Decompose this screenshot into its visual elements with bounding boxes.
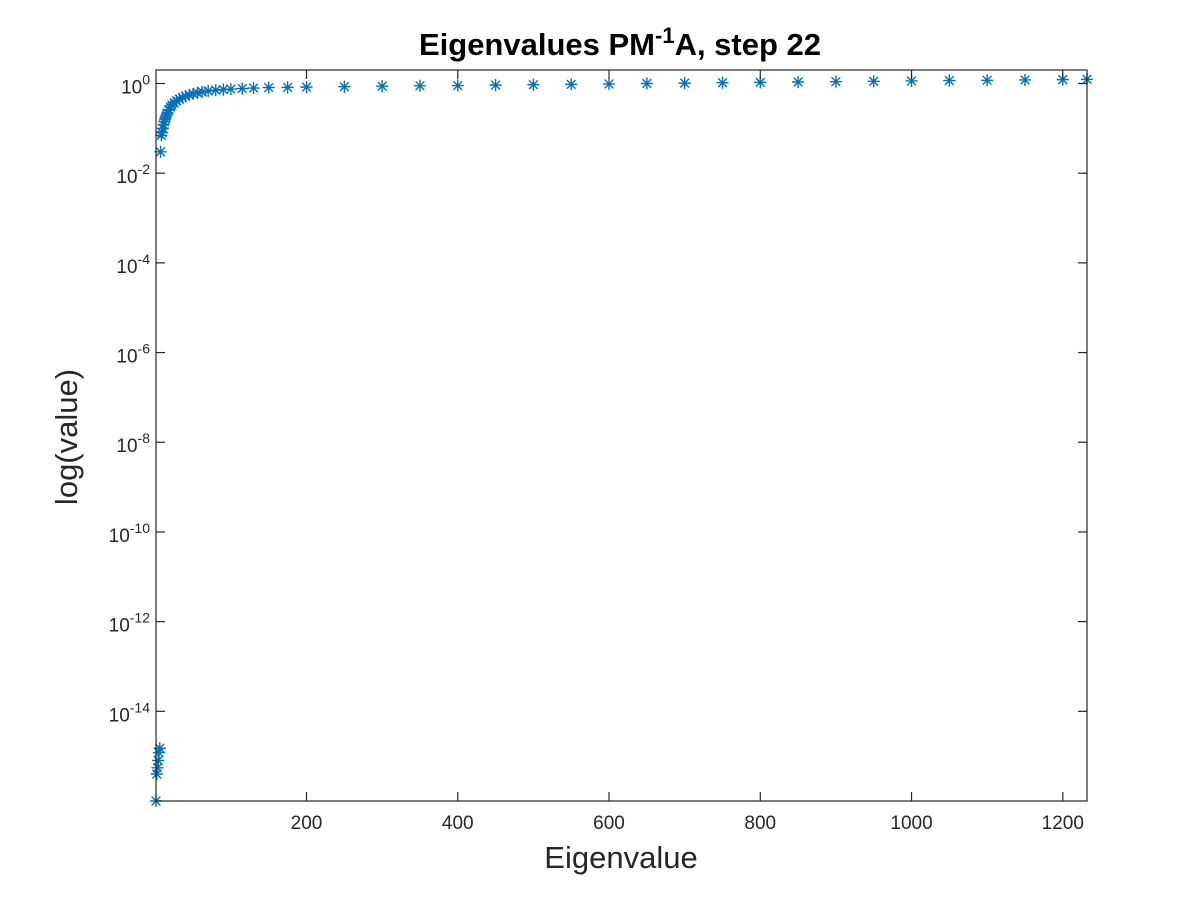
data-point: [247, 81, 260, 95]
data-point: [867, 75, 880, 88]
x-tick-label: 400: [442, 813, 474, 834]
x-axis-ticks: 200 400 600 800 1000 1200: [291, 70, 1084, 834]
data-point: [375, 80, 389, 93]
chart-title-prefix: Eigenvalues PM: [419, 27, 655, 62]
x-tick-label: 600: [593, 813, 625, 834]
data-point: [154, 145, 167, 158]
x-tick-label: 800: [744, 813, 776, 834]
chart-title-superscript: -1: [655, 23, 675, 48]
data-point: [640, 77, 654, 90]
data-point: [565, 78, 578, 91]
data-point: [224, 82, 238, 96]
y-tick-label: 10-4: [116, 251, 150, 278]
data-point: [281, 81, 294, 94]
y-tick-label: 100: [121, 71, 150, 98]
data-point: [791, 75, 805, 89]
x-axis-label: Eigenvalue: [544, 840, 697, 875]
data-point: [300, 80, 313, 94]
data-point: [527, 78, 540, 91]
y-tick-label: 10-8: [116, 430, 150, 457]
data-point: [1018, 73, 1032, 87]
data-point: [489, 78, 502, 92]
data-point: [201, 84, 215, 98]
y-axis-ticks: 100 10-2 10-4 10-6 10-8 10-10 10-12 10-14: [109, 71, 1087, 726]
y-tick-label: 10-14: [109, 699, 151, 726]
plot-area: [156, 70, 1087, 801]
data-point: [236, 82, 249, 95]
data-point: [943, 74, 956, 87]
data-point: [716, 76, 729, 89]
data-point: [413, 79, 427, 92]
data-point: [602, 77, 616, 91]
chart-title: Eigenvalues PM-1A, step 22: [419, 23, 821, 62]
y-axis-label: log(value): [49, 369, 84, 505]
y-tick-label: 10-12: [109, 610, 151, 637]
data-point: [451, 79, 464, 92]
data-point: [338, 80, 351, 93]
data-point: [980, 74, 994, 87]
x-tick-label: 1000: [890, 813, 932, 834]
data-point: [151, 761, 164, 774]
y-tick-label: 10-2: [116, 161, 150, 188]
data-point: [678, 76, 691, 90]
data-markers: [149, 73, 1094, 808]
x-tick-label: 1200: [1042, 813, 1084, 834]
y-tick-label: 10-6: [116, 341, 150, 368]
x-tick-label: 200: [291, 813, 323, 834]
data-point: [829, 75, 843, 88]
y-tick-label: 10-10: [109, 520, 151, 547]
axes-box: [155, 69, 1088, 802]
data-point: [262, 81, 275, 94]
data-point: [754, 76, 767, 89]
chart-title-suffix: A, step 22: [675, 27, 821, 62]
